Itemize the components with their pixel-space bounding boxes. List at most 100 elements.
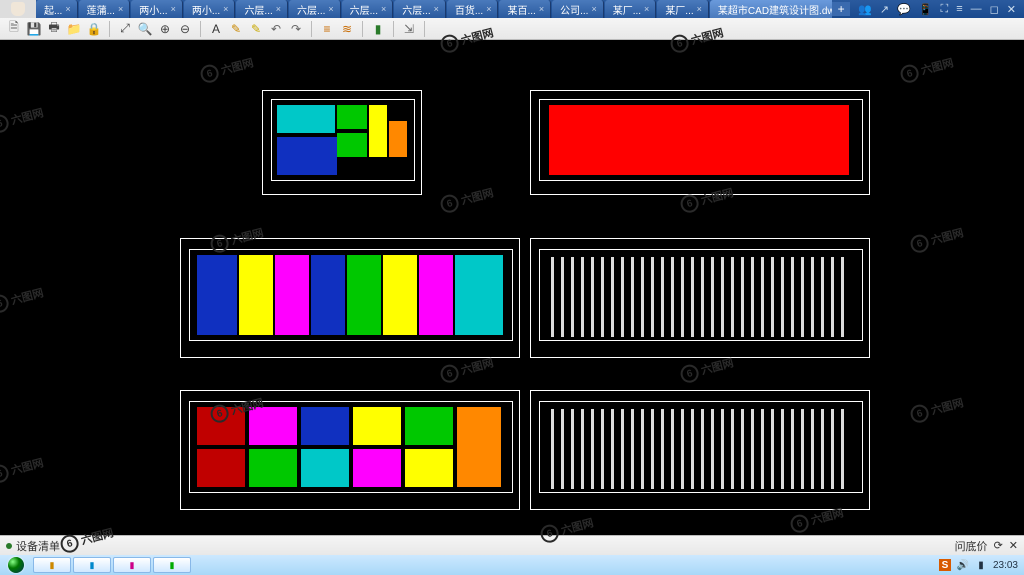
floorplan-frame xyxy=(262,90,422,195)
minimize-icon[interactable]: — xyxy=(971,3,982,16)
shelf-line xyxy=(771,409,774,489)
volume-icon[interactable]: 🔊 xyxy=(957,559,969,571)
tab-close-icon[interactable]: × xyxy=(65,4,70,14)
pencil-icon[interactable]: ✎ xyxy=(228,21,244,37)
zoom-out-icon[interactable]: ⊖ xyxy=(177,21,193,37)
tab-close-icon[interactable]: × xyxy=(171,4,176,14)
toolbar-separator xyxy=(311,21,312,37)
tab-strip: 起...×莲蒲...×两小...×两小...×六层...×六层...×六层...… xyxy=(36,0,832,18)
shelf-line xyxy=(641,409,644,489)
measure-icon[interactable]: ⤢ xyxy=(117,21,133,37)
document-tab[interactable]: 两小...× xyxy=(131,0,183,18)
chat-icon[interactable]: 💬 xyxy=(897,3,911,16)
document-tab[interactable]: 起...× xyxy=(36,0,78,18)
tab-close-icon[interactable]: × xyxy=(276,4,281,14)
highlight-icon[interactable]: ✎ xyxy=(248,21,264,37)
document-tab[interactable]: 六层...× xyxy=(236,0,288,18)
plan-zone xyxy=(383,255,417,335)
books-icon[interactable]: ▮ xyxy=(370,21,386,37)
new-icon[interactable]: 🗎 xyxy=(6,21,22,37)
battery-icon[interactable]: ▮ xyxy=(975,559,987,571)
shelf-line xyxy=(661,409,664,489)
plan-zone xyxy=(369,105,387,157)
tab-close-icon[interactable]: × xyxy=(697,4,702,14)
zoom-extent-icon[interactable]: 🔍 xyxy=(137,21,153,37)
tab-close-icon[interactable]: × xyxy=(539,4,544,14)
close-icon[interactable]: ✕ xyxy=(1007,3,1016,16)
document-tab[interactable]: 六层...× xyxy=(289,0,341,18)
tab-label: 莲蒲... xyxy=(87,2,115,17)
tab-close-icon[interactable]: × xyxy=(223,4,228,14)
shelf-line xyxy=(601,409,604,489)
document-tab[interactable]: 某百...× xyxy=(499,0,551,18)
tab-close-icon[interactable]: × xyxy=(486,4,491,14)
toolbar-separator xyxy=(424,21,425,37)
share-icon[interactable]: ↗ xyxy=(880,3,889,16)
document-tab[interactable]: 公司...× xyxy=(552,0,604,18)
shelf-line xyxy=(731,257,734,337)
tab-label: 两小... xyxy=(192,2,220,17)
document-tab[interactable]: 某厂...× xyxy=(605,0,657,18)
shelf-line xyxy=(841,257,844,337)
shelf-line xyxy=(701,409,704,489)
clock[interactable]: 23:03 xyxy=(993,560,1018,571)
toolbar-separator xyxy=(109,21,110,37)
shelf-line xyxy=(561,409,564,489)
task-item[interactable]: ▮ xyxy=(153,557,191,573)
plan-zone xyxy=(277,105,335,133)
system-tray: S 🔊 ▮ 23:03 xyxy=(933,559,1024,571)
floorplan-frame xyxy=(530,238,870,358)
redo-icon[interactable]: ↷ xyxy=(288,21,304,37)
users-icon[interactable]: 👥 xyxy=(858,3,872,16)
plan-zone xyxy=(405,407,453,445)
user-avatar[interactable] xyxy=(0,0,36,18)
plan-zone xyxy=(549,105,849,175)
menu-icon[interactable]: ≡ xyxy=(956,3,962,16)
undo-icon[interactable]: ↶ xyxy=(268,21,284,37)
floorplan-frame xyxy=(530,90,870,195)
fullscreen-icon[interactable]: ⛶ xyxy=(941,3,949,16)
document-tab[interactable]: 某超市CAD建筑设计图.dwg× xyxy=(710,0,832,18)
task-item[interactable]: ▮ xyxy=(73,557,111,573)
tab-close-icon[interactable]: × xyxy=(118,4,123,14)
drawing-canvas[interactable]: 6六图网6六图网6六图网6六图网6六图网6六图网6六图网6六图网6六图网6六图网… xyxy=(0,40,1024,535)
close-panel-icon[interactable]: ✕ xyxy=(1009,539,1018,552)
ime-icon[interactable]: S xyxy=(939,559,951,571)
stack-icon[interactable]: ≋ xyxy=(339,21,355,37)
export-icon[interactable]: ⇲ xyxy=(401,21,417,37)
document-tab[interactable]: 六层...× xyxy=(394,0,446,18)
mobile-icon[interactable]: 📱 xyxy=(919,3,933,16)
tab-close-icon[interactable]: × xyxy=(591,4,596,14)
tab-label: 百货... xyxy=(455,2,483,17)
save-icon[interactable]: 💾 xyxy=(26,21,42,37)
document-tab[interactable]: 百货...× xyxy=(447,0,499,18)
tab-close-icon[interactable]: × xyxy=(328,4,333,14)
zoom-in-icon[interactable]: ⊕ xyxy=(157,21,173,37)
window-controls: 👥 ↗ 💬 📱 ⛶ ≡ — ◻ ✕ xyxy=(850,3,1024,16)
add-tab-button[interactable]: + xyxy=(832,2,850,16)
tab-close-icon[interactable]: × xyxy=(381,4,386,14)
document-tab[interactable]: 某厂...× xyxy=(657,0,709,18)
lock-icon[interactable]: 🔒 xyxy=(86,21,102,37)
task-item[interactable]: ▮ xyxy=(113,557,151,573)
document-tab[interactable]: 莲蒲...× xyxy=(79,0,131,18)
task-item[interactable]: ▮ xyxy=(33,557,71,573)
plan-zone xyxy=(311,255,345,335)
document-tab[interactable]: 两小...× xyxy=(184,0,236,18)
shelf-line xyxy=(761,409,764,489)
text-icon[interactable]: A xyxy=(208,21,224,37)
document-tab[interactable]: 六层...× xyxy=(342,0,394,18)
folder-icon[interactable]: 📁 xyxy=(66,21,82,37)
maximize-icon[interactable]: ◻ xyxy=(990,3,999,16)
start-button[interactable] xyxy=(0,555,32,575)
status-right-label[interactable]: 问底价 xyxy=(955,538,988,554)
shelf-line xyxy=(741,409,744,489)
print-icon[interactable]: 🖶 xyxy=(46,21,62,37)
shelf-line xyxy=(721,409,724,489)
tab-close-icon[interactable]: × xyxy=(644,4,649,14)
shelf-line xyxy=(791,257,794,337)
shelf-line xyxy=(741,257,744,337)
tab-close-icon[interactable]: × xyxy=(434,4,439,14)
refresh-icon[interactable]: ⟳ xyxy=(994,539,1003,552)
layers-icon[interactable]: ≡ xyxy=(319,21,335,37)
